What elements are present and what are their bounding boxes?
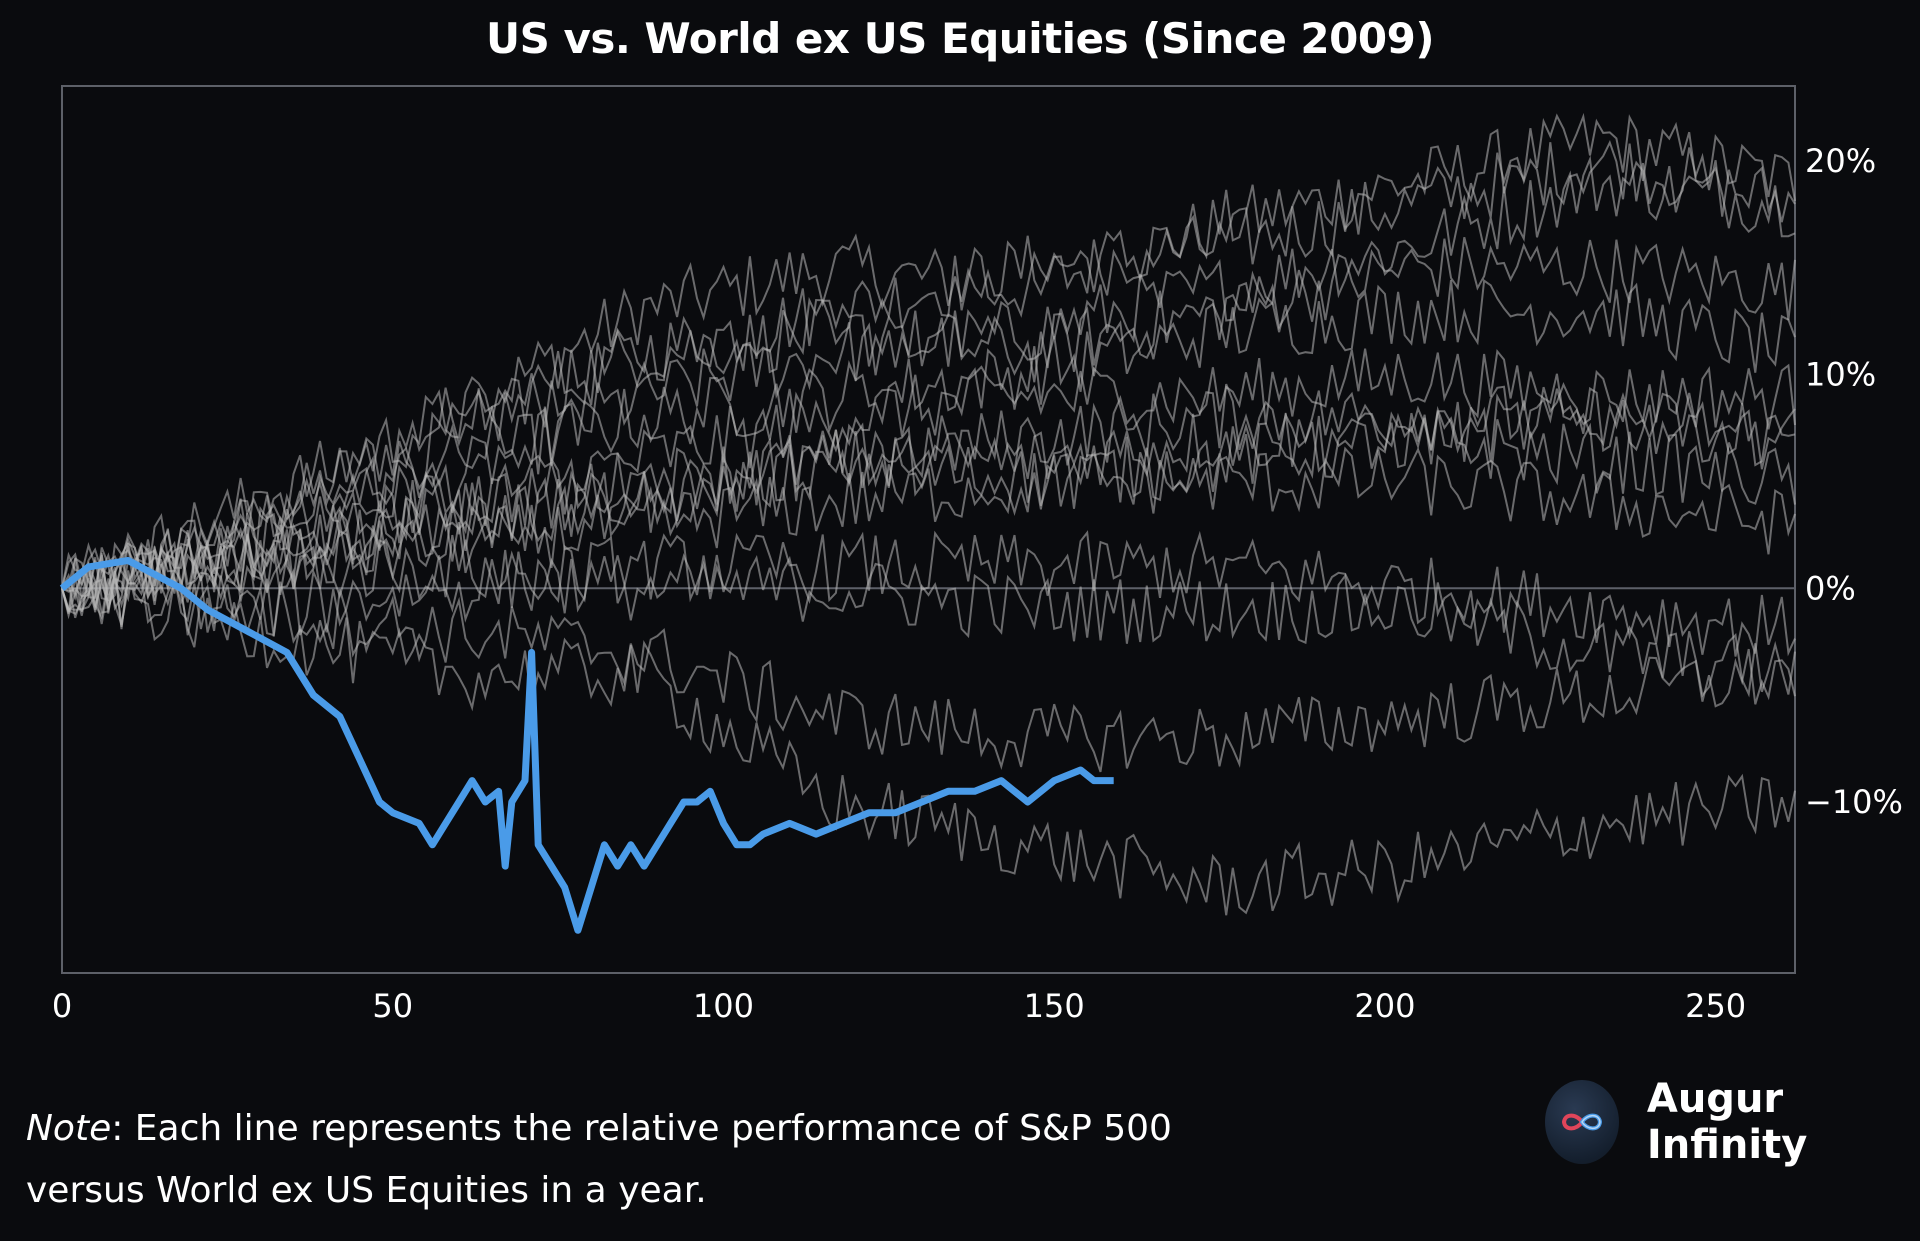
history-line-year-03 (61, 155, 1796, 619)
y-tick-label: 0% (1805, 569, 1856, 607)
history-line-year-01 (61, 112, 1796, 601)
current-year-line (59, 557, 1114, 934)
history-line-year-07 (61, 381, 1796, 611)
x-tick-label: 100 (693, 987, 754, 1025)
history-lines (61, 112, 1796, 916)
note-text: : Each line represents the relative perf… (26, 1108, 1172, 1211)
history-line-year-10 (61, 446, 1796, 614)
history-line-year-13 (61, 558, 1796, 773)
brand: Augur Infinity (1545, 1076, 1920, 1168)
x-tick-label: 150 (1024, 987, 1085, 1025)
y-tick-label: −10% (1805, 783, 1903, 821)
infinity-icon (1561, 1113, 1602, 1131)
y-axis: 20% 10% 0% −10% (1805, 142, 1903, 821)
history-line-year-02 (61, 140, 1796, 616)
y-tick-label: 10% (1805, 356, 1876, 394)
x-tick-label: 50 (372, 987, 413, 1025)
history-line-year-12 (61, 533, 1796, 698)
x-tick-label: 200 (1354, 987, 1415, 1025)
x-axis: 0 50 100 150 200 250 (52, 987, 1746, 1025)
history-line-year-04 (61, 236, 1796, 614)
infinity-logo-icon (1545, 1080, 1619, 1164)
brand-name: Augur Infinity (1646, 1076, 1808, 1168)
footnote: Note: Each line represents the relative … (26, 1098, 1286, 1222)
chart-title: US vs. World ex US Equities (Since 2009) (485, 14, 1435, 63)
x-tick-label: 250 (1685, 987, 1746, 1025)
x-tick-label: 0 (52, 987, 72, 1025)
current-line-group (59, 557, 1114, 934)
note-label: Note (26, 1108, 112, 1149)
history-line-year-05 (61, 278, 1796, 616)
plot-frame (61, 85, 1796, 974)
y-tick-label: 20% (1805, 142, 1876, 180)
